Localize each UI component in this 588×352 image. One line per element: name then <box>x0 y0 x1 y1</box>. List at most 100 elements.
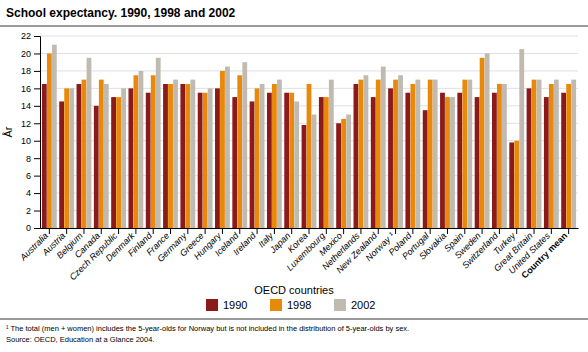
bars <box>42 45 576 228</box>
legend-label: 1998 <box>287 299 311 311</box>
chart: School expectancy. 1990, 1998 and 200202… <box>0 0 588 352</box>
x-tick-mark <box>222 228 223 234</box>
y-tick: 12 <box>21 119 40 129</box>
bar <box>354 84 359 228</box>
x-tick-mark <box>274 228 275 234</box>
bar <box>359 80 364 228</box>
y-tick-mark <box>34 88 40 89</box>
y-tick-label: 16 <box>21 84 31 94</box>
x-tick-mark <box>395 228 396 234</box>
y-axis-title: År <box>2 126 14 137</box>
x-axis: AustraliaAustriaBelgiumCanadaCzech Repub… <box>17 228 578 282</box>
bar <box>393 80 398 228</box>
x-tick-mark <box>101 228 102 234</box>
y-tick-mark <box>34 158 40 159</box>
bar <box>492 93 497 228</box>
x-tick-mark <box>378 228 379 234</box>
bar <box>376 80 381 228</box>
y-tick-label: 10 <box>21 136 31 146</box>
bar <box>549 84 554 228</box>
x-tick-mark <box>447 228 448 234</box>
y-tick-mark <box>34 228 40 229</box>
x-tick-mark <box>343 228 344 234</box>
bar <box>371 97 376 228</box>
bar <box>82 80 87 228</box>
bar <box>146 93 151 228</box>
legend-swatch <box>270 299 282 311</box>
y-tick-mark <box>34 106 40 107</box>
x-tick-mark <box>499 228 500 234</box>
bar <box>260 84 265 228</box>
bar <box>116 97 121 228</box>
bar <box>180 84 185 228</box>
legend-swatch <box>206 299 218 311</box>
bar-series <box>52 45 576 228</box>
bar <box>185 84 190 228</box>
y-tick: 2 <box>26 206 40 216</box>
bar <box>502 84 507 228</box>
bar <box>139 71 144 228</box>
bar <box>267 93 272 228</box>
bar <box>364 75 369 228</box>
bar <box>336 123 341 228</box>
bar <box>329 80 334 228</box>
x-tick-mark <box>534 228 535 234</box>
y-tick-label: 14 <box>21 101 31 111</box>
legend-swatch <box>334 299 346 311</box>
bar <box>250 101 255 228</box>
bar <box>163 84 168 228</box>
bar <box>527 88 532 228</box>
bar <box>111 97 116 228</box>
footnote: Source: OECD, Education at a Glance 2004… <box>6 335 154 344</box>
grid-line <box>40 36 578 37</box>
bar <box>294 101 299 228</box>
x-tick-mark <box>568 228 569 234</box>
bar <box>544 97 549 228</box>
bar <box>302 125 307 228</box>
bar <box>457 93 462 228</box>
bar <box>428 80 433 228</box>
x-tick-mark <box>153 228 154 234</box>
bar <box>566 84 571 228</box>
legend-entry: 1998 <box>270 299 311 311</box>
y-axis-line <box>34 37 41 229</box>
bar <box>324 97 329 228</box>
bar <box>415 80 420 228</box>
bar <box>497 84 502 228</box>
bar <box>47 53 52 228</box>
y-axis: 0246810121416182022 <box>21 31 41 233</box>
bar <box>450 97 455 228</box>
legend-entry: 1990 <box>206 299 247 311</box>
y-tick-label: 2 <box>26 206 31 216</box>
bar <box>467 80 472 228</box>
bar <box>168 84 173 228</box>
y-tick-label: 18 <box>21 66 31 76</box>
bar <box>307 84 312 228</box>
bar <box>232 97 237 228</box>
legend-label: 2002 <box>351 299 375 311</box>
bar <box>519 49 524 228</box>
bar <box>225 67 230 228</box>
bar <box>156 58 161 228</box>
y-tick-label: 0 <box>26 223 31 233</box>
bar <box>277 80 282 228</box>
bar <box>319 97 324 228</box>
y-tick-mark <box>34 123 40 124</box>
x-tick-mark <box>187 228 188 234</box>
y-tick-label: 12 <box>21 119 31 129</box>
legend-entry: 2002 <box>334 299 375 311</box>
grid-line <box>40 70 578 71</box>
bar <box>203 93 208 228</box>
x-axis-title: OECD countries <box>254 284 334 296</box>
x-tick: Country mean <box>519 228 569 280</box>
x-tick-mark <box>205 228 206 234</box>
bar <box>59 101 64 228</box>
bar <box>445 97 450 228</box>
x-tick-mark <box>551 228 552 234</box>
bar <box>485 53 490 228</box>
bar <box>173 80 178 228</box>
bar <box>52 45 57 228</box>
x-tick-mark <box>49 228 50 234</box>
bar <box>87 58 92 228</box>
bar <box>381 67 386 228</box>
